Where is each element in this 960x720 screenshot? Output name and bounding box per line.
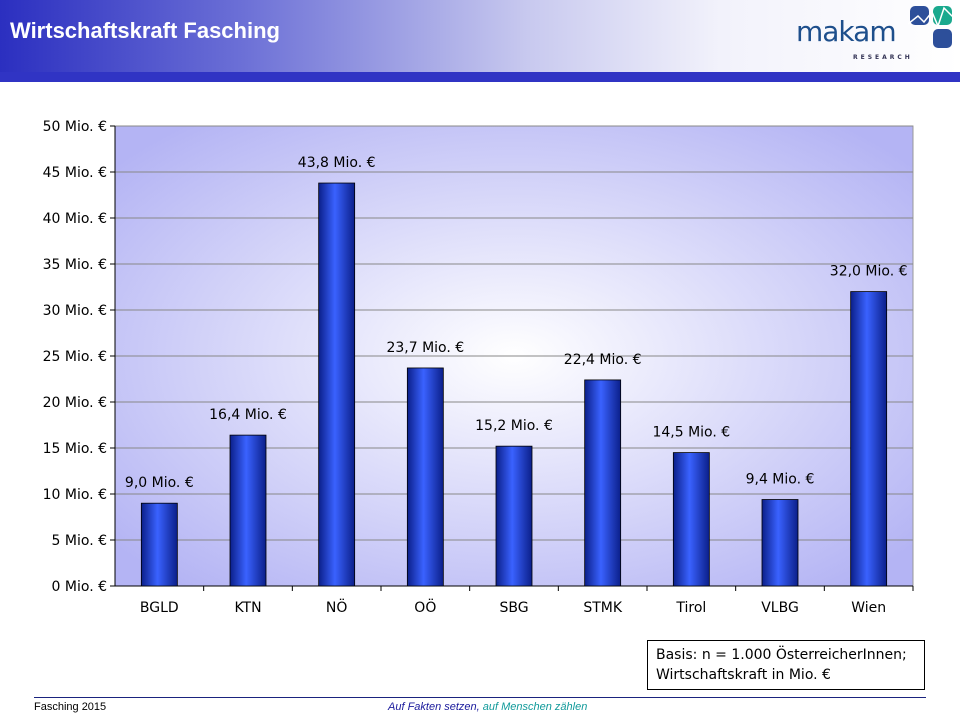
header-bar xyxy=(0,72,960,82)
data-label: 16,4 Mio. € xyxy=(209,407,287,423)
y-tick-label: 5 Mio. € xyxy=(52,533,107,549)
y-tick-label: 30 Mio. € xyxy=(43,303,107,319)
logo-squares-icon xyxy=(908,6,954,48)
x-tick-label: NÖ xyxy=(326,598,348,616)
x-tick-label: OÖ xyxy=(414,598,436,616)
page-title: Wirtschaftskraft Fasching xyxy=(10,18,280,43)
slogan-part-1: Auf Fakten setzen, xyxy=(388,701,480,713)
data-label: 14,5 Mio. € xyxy=(652,425,730,441)
x-tick-label: KTN xyxy=(234,600,261,616)
data-label: 43,8 Mio. € xyxy=(298,155,376,171)
bar-BGLD xyxy=(140,502,178,587)
y-tick-label: 35 Mio. € xyxy=(43,257,107,273)
x-tick-label: SBG xyxy=(499,600,528,616)
y-tick-label: 10 Mio. € xyxy=(43,487,107,503)
x-tick-label: STMK xyxy=(583,600,623,616)
x-tick-label: VLBG xyxy=(761,600,799,616)
data-label: 22,4 Mio. € xyxy=(564,352,642,368)
makam-logo: makam RESEARCH xyxy=(796,4,956,68)
x-tick-label: Wien xyxy=(851,600,886,616)
y-tick-label: 40 Mio. € xyxy=(43,211,107,227)
header xyxy=(0,0,960,72)
y-tick-label: 50 Mio. € xyxy=(43,119,107,135)
footer-date: Fasching 2015 xyxy=(34,701,107,713)
logo-subtitle: RESEARCH xyxy=(853,54,913,61)
footer-divider xyxy=(34,697,926,698)
basis-note: Basis: n = 1.000 ÖsterreicherInnen; Wirt… xyxy=(647,640,925,690)
bar-VLBG xyxy=(761,499,799,587)
y-tick-label: 25 Mio. € xyxy=(43,349,107,365)
bar-NÖ xyxy=(318,182,356,587)
bar-SBG xyxy=(495,445,533,587)
y-tick-label: 0 Mio. € xyxy=(52,579,107,595)
data-label: 15,2 Mio. € xyxy=(475,418,553,434)
bar-OÖ xyxy=(406,367,444,587)
data-label: 32,0 Mio. € xyxy=(830,264,908,280)
basis-line-1: Basis: n = 1.000 ÖsterreicherInnen; xyxy=(656,647,907,663)
logo-text: makam xyxy=(796,15,897,48)
y-tick-label: 45 Mio. € xyxy=(43,165,107,181)
bar-Wien xyxy=(850,291,888,587)
y-tick-label: 20 Mio. € xyxy=(43,395,107,411)
y-tick-label: 15 Mio. € xyxy=(43,441,107,457)
data-label: 9,4 Mio. € xyxy=(746,472,815,488)
x-tick-label: Tirol xyxy=(675,600,706,616)
bar-Tirol xyxy=(672,452,710,587)
bar-STMK xyxy=(584,379,622,587)
data-label: 9,0 Mio. € xyxy=(125,475,194,491)
footer-slogan: Auf Fakten setzen, auf Menschen zählen xyxy=(388,701,587,714)
slogan-part-2: auf Menschen zählen xyxy=(479,701,588,713)
bar-KTN xyxy=(229,434,267,587)
basis-line-2: Wirtschaftskraft in Mio. € xyxy=(656,667,831,683)
bar-chart: 0 Mio. € 5 Mio. € 10 Mio. € 15 Mio. € 20 Mio… xyxy=(43,119,914,616)
data-label: 23,7 Mio. € xyxy=(386,340,464,356)
x-tick-label: BGLD xyxy=(140,600,179,616)
